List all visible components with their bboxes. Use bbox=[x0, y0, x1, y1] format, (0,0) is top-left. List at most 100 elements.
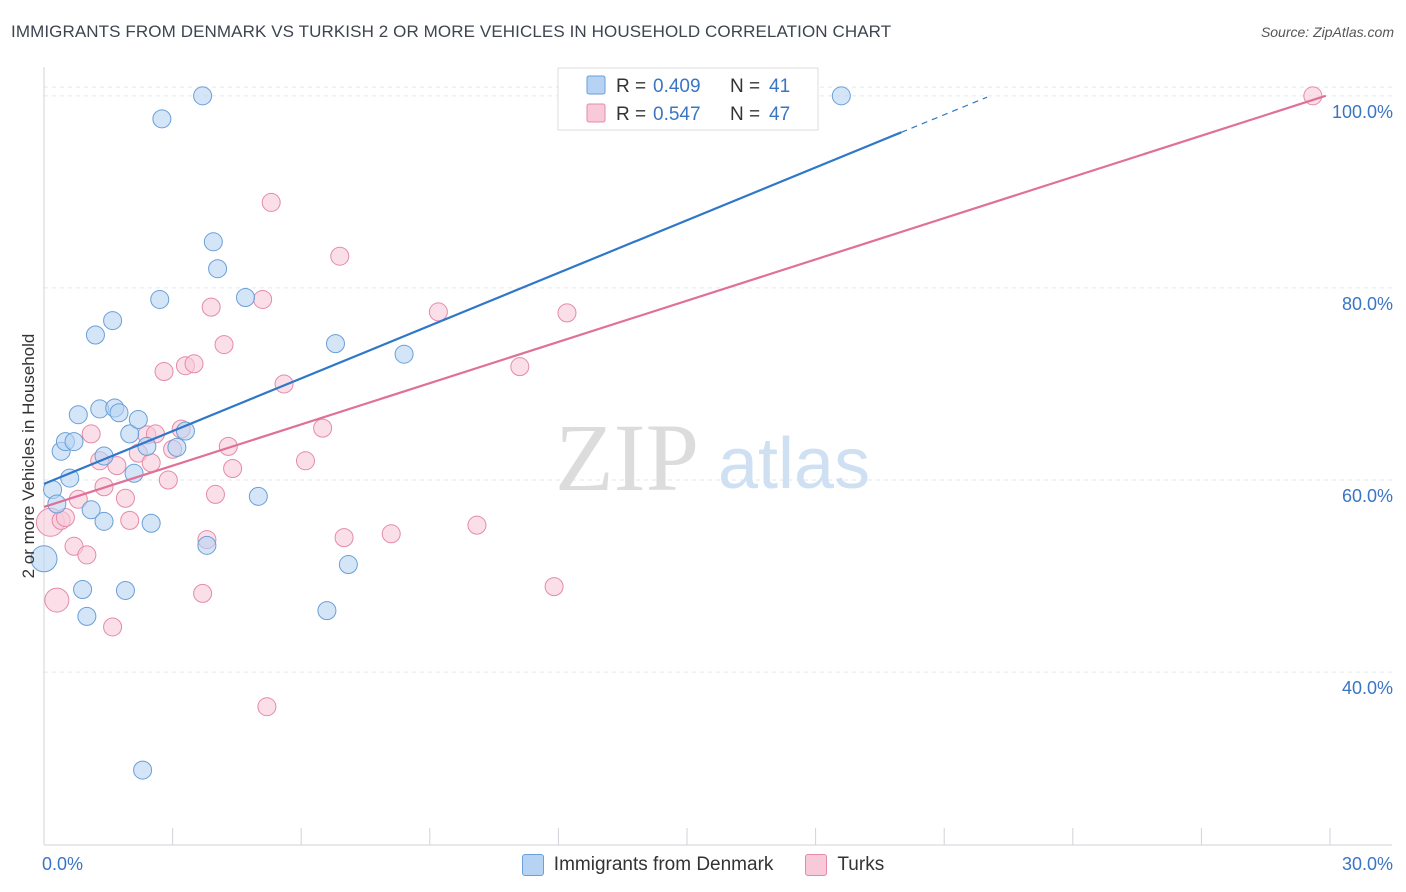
turks-point bbox=[205, 484, 225, 504]
turks-point bbox=[158, 470, 178, 490]
legend-label-denmark: Immigrants from Denmark bbox=[553, 854, 774, 875]
turks-point bbox=[510, 357, 530, 377]
denmark-point bbox=[109, 403, 129, 423]
denmark-point bbox=[248, 486, 268, 506]
x-tick-label-min: 0.0% bbox=[42, 854, 83, 874]
legend-n-label-1: N = bbox=[730, 76, 760, 97]
turks-point bbox=[103, 617, 123, 637]
legend-label-turks: Turks bbox=[837, 854, 885, 875]
denmark-point bbox=[77, 606, 97, 626]
denmark-point bbox=[103, 311, 123, 331]
denmark-point bbox=[831, 86, 851, 106]
turks-point bbox=[467, 515, 487, 535]
turks-point bbox=[120, 510, 140, 530]
legend-swatch-pink bbox=[586, 103, 606, 123]
turks-point bbox=[214, 335, 234, 355]
watermark-atlas: atlas bbox=[718, 424, 870, 504]
denmark-point bbox=[120, 424, 140, 444]
denmark-point bbox=[133, 760, 153, 780]
denmark-point bbox=[85, 325, 105, 345]
y-tick-label: 100.0% bbox=[1332, 102, 1393, 122]
legend: R = 0.409 N = 41 R = 0.547 N = 47 bbox=[557, 67, 819, 131]
denmark-point bbox=[124, 463, 144, 483]
denmark-point bbox=[64, 432, 84, 452]
denmark-point bbox=[235, 288, 255, 308]
turks-point bbox=[107, 456, 127, 476]
turks-point bbox=[141, 453, 161, 473]
legend-n-label-2: N = bbox=[730, 104, 760, 125]
turks-points bbox=[35, 86, 1323, 717]
turks-point bbox=[218, 436, 238, 456]
denmark-point bbox=[203, 232, 223, 252]
source-label: Source: ZipAtlas.com bbox=[1260, 24, 1394, 40]
turks-point bbox=[154, 361, 174, 381]
x-tick-label-max: 30.0% bbox=[1342, 854, 1393, 874]
turks-point bbox=[313, 418, 333, 438]
legend-r-label-2: R = bbox=[616, 104, 646, 125]
denmark-point bbox=[30, 545, 58, 573]
chart-title: IMMIGRANTS FROM DENMARK VS TURKISH 2 OR … bbox=[11, 22, 892, 41]
legend-swatch-blue bbox=[586, 75, 606, 95]
denmark-point bbox=[81, 500, 101, 520]
turks-point bbox=[295, 451, 315, 471]
turks-point bbox=[44, 587, 70, 613]
watermark-zip: ZIP bbox=[555, 404, 699, 511]
turks-point bbox=[557, 303, 577, 323]
y-tick-label: 40.0% bbox=[1342, 678, 1393, 698]
denmark-point bbox=[47, 494, 67, 514]
turks-point bbox=[201, 297, 221, 317]
denmark-points bbox=[30, 86, 851, 780]
legend-n-value-2: 47 bbox=[769, 104, 790, 125]
denmark-point bbox=[394, 344, 414, 364]
turks-point bbox=[334, 528, 354, 548]
denmark-point bbox=[317, 601, 337, 621]
legend-swatch-denmark bbox=[521, 854, 544, 876]
trend-lines bbox=[43, 94, 1327, 508]
turks-point bbox=[257, 697, 277, 717]
denmark-point bbox=[94, 511, 114, 531]
turks-point bbox=[55, 507, 75, 527]
legend-item-denmark: Immigrants from Denmark bbox=[521, 854, 774, 876]
legend-r-label-1: R = bbox=[616, 76, 646, 97]
gridlines bbox=[44, 86, 1392, 673]
denmark-trend-extension bbox=[901, 96, 988, 133]
denmark-point bbox=[150, 289, 170, 309]
denmark-point bbox=[167, 437, 187, 457]
y-axis-label: 2 or more Vehicles in Household bbox=[19, 334, 38, 579]
turks-point bbox=[330, 246, 350, 266]
denmark-point bbox=[325, 334, 345, 354]
turks-point bbox=[381, 524, 401, 544]
denmark-point bbox=[141, 513, 161, 533]
turks-trend-line bbox=[43, 94, 1327, 508]
turks-point bbox=[184, 354, 204, 374]
denmark-point bbox=[208, 259, 228, 279]
legend-r-value-2: 0.547 bbox=[653, 104, 701, 125]
turks-point bbox=[223, 458, 243, 478]
bottom-legend: Immigrants from Denmark Turks bbox=[0, 851, 1406, 879]
y-tick-label: 60.0% bbox=[1342, 486, 1393, 506]
turks-point bbox=[428, 302, 448, 322]
turks-point bbox=[81, 424, 101, 444]
turks-point bbox=[77, 545, 97, 565]
denmark-point bbox=[193, 86, 213, 106]
turks-point bbox=[253, 289, 273, 309]
legend-swatch-turks bbox=[805, 854, 828, 876]
denmark-point bbox=[197, 535, 217, 555]
denmark-point bbox=[338, 555, 358, 575]
denmark-point bbox=[73, 580, 93, 600]
denmark-point bbox=[128, 410, 148, 430]
denmark-point bbox=[68, 405, 88, 425]
turks-point bbox=[544, 577, 564, 597]
x-ticks bbox=[43, 828, 1331, 845]
legend-n-value-1: 41 bbox=[769, 76, 790, 97]
y-tick-label: 80.0% bbox=[1342, 294, 1393, 314]
turks-point bbox=[274, 374, 294, 394]
denmark-trend-line bbox=[43, 131, 902, 485]
turks-point bbox=[261, 192, 281, 212]
turks-point bbox=[115, 488, 135, 508]
y-tick-labels: 40.0% 60.0% 80.0% 100.0% bbox=[1332, 102, 1393, 698]
denmark-point bbox=[152, 109, 172, 129]
turks-point bbox=[193, 583, 213, 603]
denmark-point bbox=[115, 580, 135, 600]
